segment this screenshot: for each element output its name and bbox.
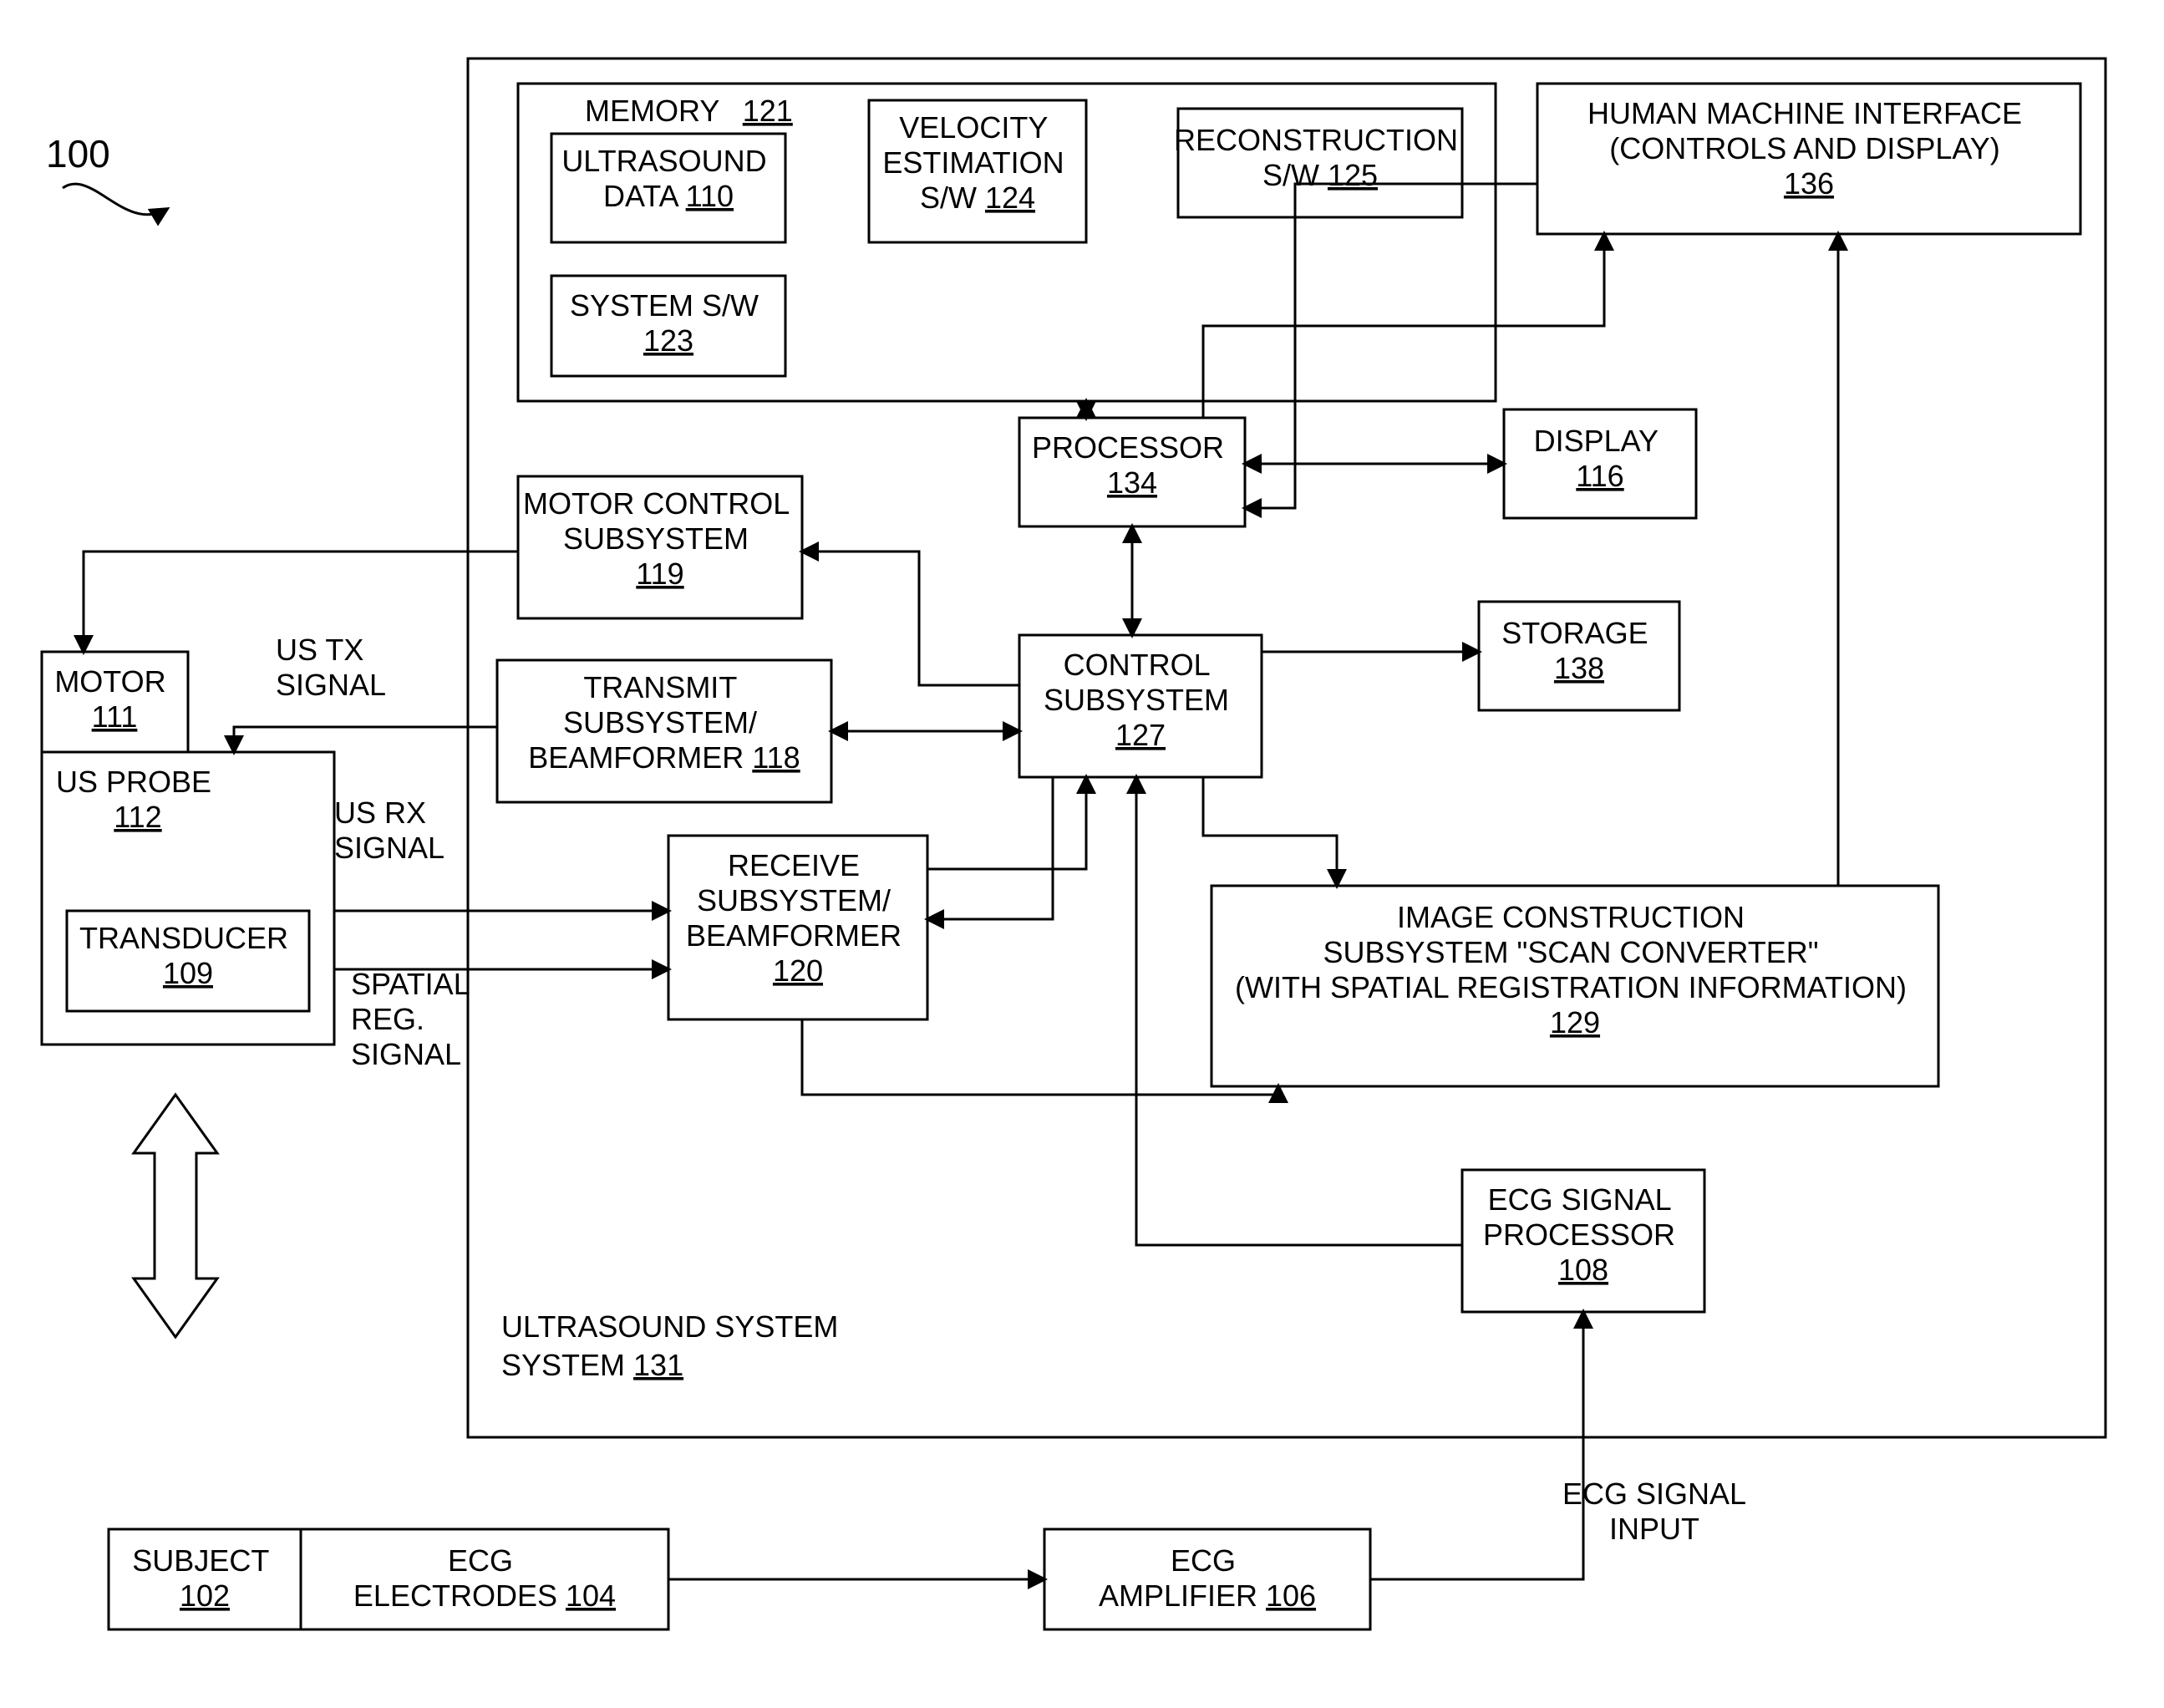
us-tx-label: US TXSIGNAL <box>276 633 386 702</box>
double-arrow-icon <box>134 1095 217 1337</box>
memory-label: MEMORY 121 <box>585 94 793 128</box>
ecg-in-label: ECG SIGNALINPUT <box>1562 1477 1746 1546</box>
conn-tx-probe <box>234 727 497 752</box>
ref-arrow <box>63 184 167 215</box>
ref-label: 100 <box>46 132 110 175</box>
spatial-label: SPATIALREG.SIGNAL <box>351 967 470 1071</box>
us-rx-label: US RXSIGNAL <box>334 796 444 865</box>
